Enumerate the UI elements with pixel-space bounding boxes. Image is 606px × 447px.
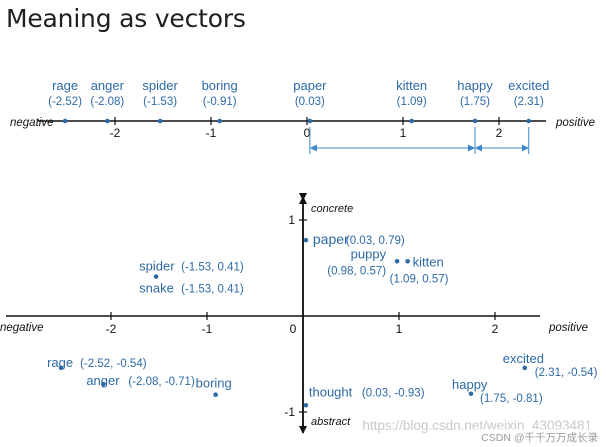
x-tick-label: 0	[290, 322, 297, 336]
line-tick-label: -1	[206, 126, 217, 140]
plane-word-label: puppy	[351, 246, 387, 261]
line-word-label: spider	[142, 78, 178, 93]
line-word-value: (-0.91)	[203, 96, 237, 108]
plane-word-label: excited	[503, 351, 544, 366]
line-word-label: excited	[508, 78, 549, 93]
page-title: Meaning as vectors	[6, 4, 246, 33]
line-positive-label: positive	[555, 117, 595, 129]
line-word-label: boring	[202, 78, 238, 93]
line-word-point	[307, 118, 313, 124]
plane-negative-label: negative	[0, 322, 43, 334]
line-word-value: (-1.53)	[143, 96, 177, 108]
plane-point	[303, 237, 309, 243]
concrete-label: concrete	[311, 203, 353, 215]
line-word-label: kitten	[396, 78, 427, 93]
plane-point	[522, 365, 528, 371]
line-tick-label: 2	[496, 126, 503, 140]
plane-word-label: happy	[452, 377, 488, 392]
plane-point	[153, 274, 159, 279]
plane-word-label: boring	[196, 376, 232, 391]
plane-coords-label: (-2.08, -0.71)	[128, 376, 195, 388]
line-word-value: (2.31)	[514, 96, 544, 108]
line-word-point	[217, 118, 222, 124]
line-word-point	[409, 118, 414, 124]
line-tick-label: 0	[304, 126, 311, 140]
line-word-value: (0.03)	[295, 96, 325, 108]
line-word-label: rage	[52, 78, 78, 93]
plane-point	[213, 392, 218, 398]
line-word-value: (1.09)	[397, 96, 427, 108]
x-tick-label: 1	[396, 322, 403, 336]
line-word-value: (-2.52)	[48, 96, 82, 108]
plane-coords-label: (1.09, 0.57)	[390, 273, 449, 285]
plane-point	[394, 258, 400, 264]
line-word-point	[62, 118, 68, 124]
watermark-group: https://blog.csdn.net/weixin_43093481CSD…	[362, 418, 600, 444]
plane-coords-label: (0.98, 0.57)	[327, 265, 386, 277]
x-tick-label: -2	[106, 322, 117, 336]
line-word-label: happy	[457, 78, 493, 93]
line-tick-label: -2	[110, 126, 121, 140]
line-word-label: paper	[293, 78, 327, 93]
plane-point	[303, 402, 309, 408]
x-tick-label: 2	[492, 322, 499, 336]
plane-point	[468, 391, 474, 397]
plane-coords-label: (0.03, -0.93)	[362, 387, 425, 399]
line-word-value: (1.75)	[460, 96, 490, 108]
plane-coords-label: (2.31, -0.54)	[535, 367, 598, 379]
plane-point	[101, 381, 106, 387]
line-word-point	[472, 118, 478, 124]
plane-word-label: rage	[47, 355, 73, 370]
credit-text: CSDN @千千万万成长录	[481, 432, 598, 444]
plane-coords-label: (1.75, -0.81)	[480, 393, 543, 405]
plane-word-label: thought	[309, 384, 353, 399]
line-word-value: (-2.08)	[90, 96, 124, 108]
credit-backdrop	[470, 429, 600, 444]
plane-positive-label: positive	[548, 322, 588, 334]
plane-word-label: spider	[139, 259, 175, 274]
line-word-point	[526, 118, 532, 124]
plane-coords-label: (-1.53, 0.41)	[181, 262, 244, 274]
line-word-point	[105, 118, 110, 124]
plane-point	[405, 258, 410, 264]
line-word-label: anger	[91, 78, 125, 93]
y-tick-label: 1	[288, 213, 295, 227]
plane-coords-label: (0.03, 0.79)	[346, 235, 405, 247]
plane-coords-label: (-2.52, -0.54)	[80, 358, 147, 370]
plane-word-label: kitten	[413, 254, 444, 269]
line-negative-label: negative	[10, 117, 53, 129]
plane-word-label: anger	[86, 373, 120, 388]
line-tick-label: 1	[400, 126, 407, 140]
number-line-group: negative positive -2 -1 0 1 2 rage (-2.52) anger (…	[10, 78, 595, 154]
y-tick-label: -1	[284, 405, 295, 419]
x-tick-label: -1	[202, 322, 213, 336]
coordinate-plane-group: negative positive concrete abstract -2 -1 0 1 2 1…	[0, 193, 598, 434]
line-word-point	[157, 118, 163, 124]
plane-word-label: snake	[139, 281, 174, 296]
plane-coords-label: (-1.53, 0.41)	[181, 284, 244, 296]
plane-point	[58, 365, 64, 371]
plane-word-label: paper	[313, 231, 349, 247]
abstract-label: abstract	[311, 416, 351, 428]
